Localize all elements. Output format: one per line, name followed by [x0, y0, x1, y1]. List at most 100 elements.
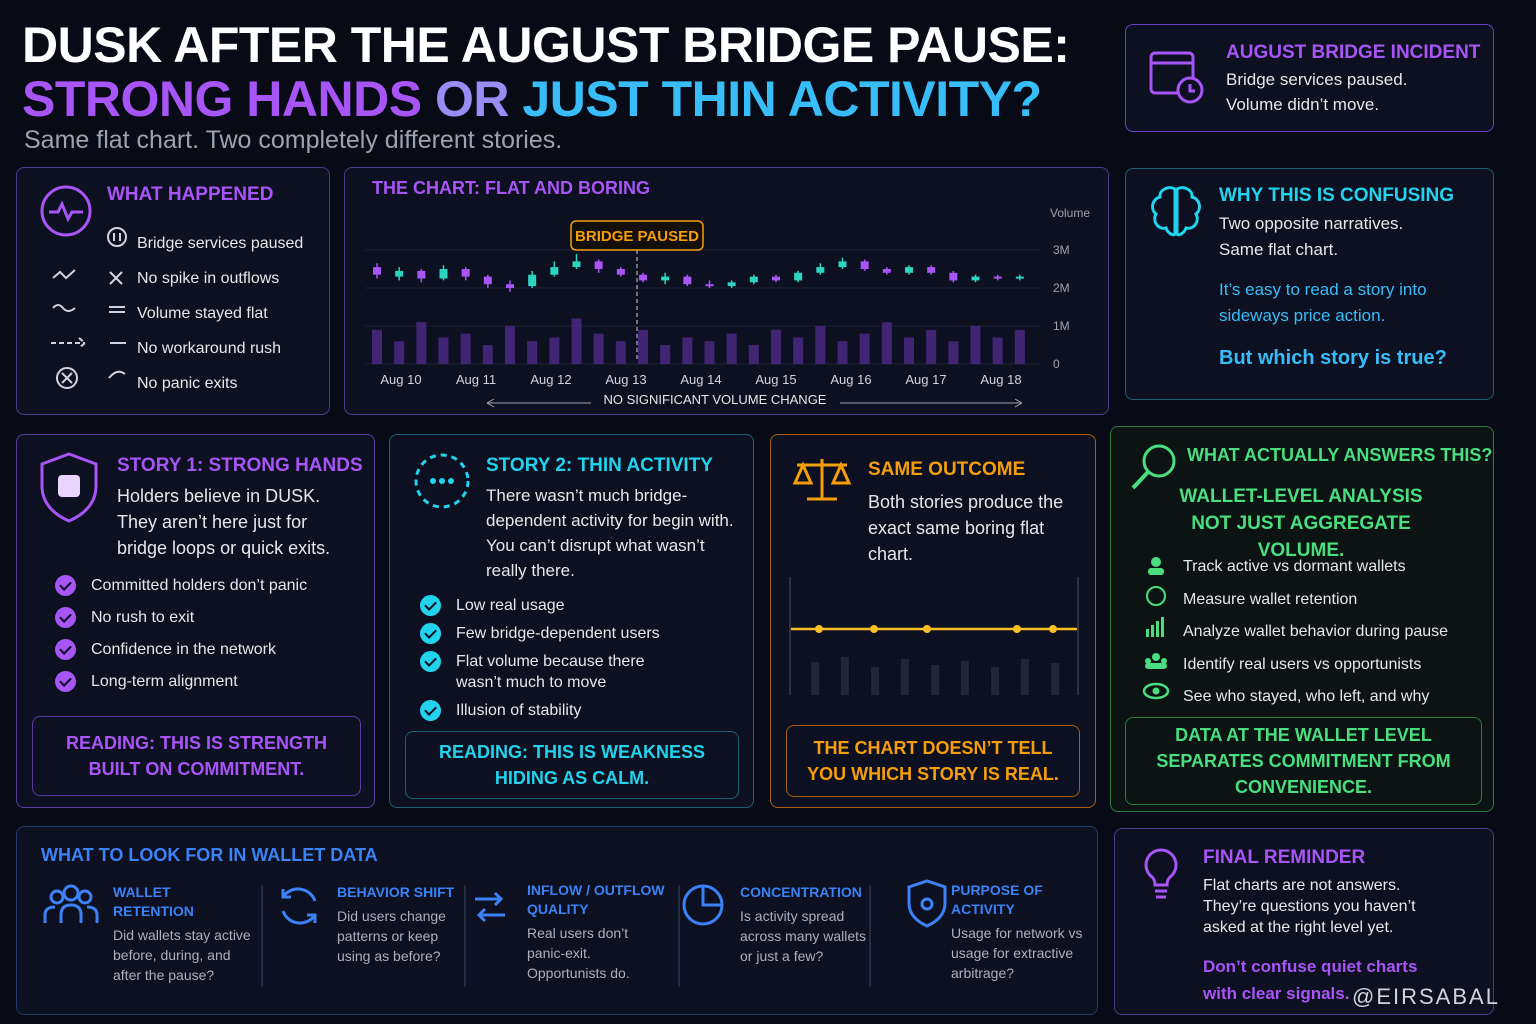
- bullet: Few bridge-dependent users: [420, 623, 680, 644]
- chart-panel: [344, 167, 1109, 415]
- scales-icon: [792, 459, 852, 501]
- incident-line: Volume didn’t move.: [1226, 95, 1380, 114]
- watermark: @EIRSABAL: [1352, 984, 1500, 1009]
- confusing-line: Two opposite narratives.: [1219, 214, 1404, 233]
- annotation-box: [570, 220, 704, 251]
- candle-body: [816, 267, 825, 273]
- reminder-highlight: Don’t confuse quiet charts with clear si…: [1203, 957, 1418, 1003]
- answers-panel: WHAT ACTUALLY ANSWERS THIS? WALLET-LEVEL…: [1110, 426, 1494, 812]
- candle-body: [993, 276, 1002, 279]
- volume-bar: [416, 322, 427, 364]
- title-line1: DUSK AFTER THE AUGUST BRIDGE PAUSE:: [22, 17, 1070, 73]
- volume-bar: [1014, 329, 1025, 364]
- bullet-text: No rush to exit: [91, 609, 195, 626]
- bulb-icon: [1144, 848, 1178, 899]
- dots-icon: [414, 453, 470, 509]
- candle-body: [483, 276, 492, 285]
- item: Volume stayed flat: [137, 305, 268, 322]
- brain-icon: [1151, 186, 1201, 237]
- candle-body: [705, 284, 714, 287]
- same-text: Both stories produce the exact same bori…: [868, 492, 1064, 564]
- y-tick-label: 1M: [1053, 319, 1070, 333]
- volume-bar: [793, 337, 804, 364]
- item: No panic exits: [137, 375, 238, 392]
- volume-bar: [682, 337, 693, 364]
- reminder-text: Flat charts are not answers. They’re que…: [1203, 877, 1416, 936]
- volume-bar: [771, 329, 781, 364]
- volume-bar: [593, 333, 604, 364]
- volume-bar: [948, 341, 959, 364]
- candle-body: [439, 269, 448, 279]
- what-happened-title: WHAT HAPPENED: [107, 184, 274, 205]
- item: Identify real users vs opportunists: [1183, 655, 1422, 673]
- same-title: SAME OUTCOME: [868, 459, 1026, 480]
- answers-callout: DATA AT THE WALLET LEVEL SEPARATES COMMI…: [1125, 717, 1482, 805]
- look-item-text: Did users change patterns or keep using …: [337, 908, 446, 964]
- confusing-question: But which story is true?: [1219, 347, 1447, 369]
- bullet: No rush to exit: [55, 607, 365, 628]
- item-icons: [51, 227, 127, 389]
- look-item: WALLET RETENTION Did wallets stay active …: [113, 883, 253, 985]
- bullet: Illusion of stability: [420, 700, 680, 721]
- reminder-title: FINAL REMINDER: [1203, 847, 1366, 868]
- title-part: STRONG HANDS: [22, 71, 422, 127]
- volume-bar: [815, 326, 826, 364]
- bullet: Long-term alignment: [55, 671, 365, 692]
- candle-body: [927, 267, 936, 273]
- candle-body: [1015, 276, 1024, 279]
- chart-footer: NO SIGNIFICANT VOLUME CHANGE: [604, 392, 827, 407]
- calendar-icon: [1149, 51, 1204, 104]
- magnifier-icon: [1131, 444, 1176, 490]
- volume-bar: [660, 345, 671, 364]
- story2-panel: STORY 2: THIN ACTIVITY There wasn’t much…: [389, 434, 754, 808]
- look-item-title: WALLET RETENTION: [113, 884, 194, 919]
- candle-body: [616, 269, 625, 275]
- volume-bar: [571, 318, 582, 364]
- look-icons: [43, 879, 947, 987]
- volume-bar: [438, 337, 449, 364]
- candle-body: [661, 276, 670, 281]
- bullet: Flat volume because there wasn’t much to…: [420, 651, 680, 693]
- answers-title: WHAT ACTUALLY ANSWERS THIS?: [1187, 445, 1493, 465]
- bullet: Committed holders don’t panic: [55, 575, 365, 596]
- candle-body: [594, 261, 603, 269]
- candle-body: [528, 274, 537, 287]
- volume-bar: [970, 326, 981, 364]
- bullet: Low real usage: [420, 595, 680, 616]
- volume-bar: [615, 341, 626, 364]
- story1-intro: Holders believe in DUSK. They aren’t her…: [117, 486, 331, 558]
- candle-body: [639, 274, 647, 281]
- look-item-text: Did wallets stay active before, during, …: [113, 927, 251, 983]
- look-item-text: Real users don’t panic-exit. Opportunist…: [527, 925, 630, 981]
- story1-panel: STORY 1: STRONG HANDS Holders believe in…: [16, 434, 375, 808]
- title-part: OR: [434, 71, 510, 127]
- volume-bar: [859, 333, 870, 364]
- y-tick-label: 0: [1053, 357, 1060, 371]
- look-item-title: CONCENTRATION: [740, 884, 862, 900]
- candle-body: [794, 272, 803, 281]
- answers-headline: WALLET-LEVEL ANALYSIS NOT JUST AGGREGATE…: [1179, 486, 1423, 561]
- candle-body: [417, 270, 426, 279]
- answers-icons: [1142, 557, 1170, 700]
- volume-bar: [372, 329, 382, 364]
- candle-body: [373, 267, 381, 275]
- candle-body: [727, 282, 736, 287]
- shield-icon: [40, 452, 98, 523]
- title-line2: STRONG HANDS OR JUST THIN ACTIVITY?: [22, 70, 1042, 128]
- look-panel: WHAT TO LOOK FOR IN WALLET DATA WALLET R…: [16, 826, 1098, 1015]
- look-item: INFLOW / OUTFLOW QUALITY Real users don’t…: [527, 881, 667, 983]
- y-tick-label: 3M: [1053, 243, 1070, 257]
- bullet-text: Committed holders don’t panic: [91, 577, 308, 594]
- volume-bar: [726, 333, 737, 364]
- volume-bar: [748, 345, 759, 364]
- bullet-text: Illusion of stability: [456, 702, 582, 719]
- annotation: BRIDGE PAUSED: [575, 228, 699, 245]
- item: No workaround rush: [137, 340, 282, 357]
- volume-bar: [926, 329, 937, 364]
- volume-bar: [992, 337, 1003, 364]
- bullet: Confidence in the network: [55, 639, 365, 660]
- footer-arrows: [486, 398, 1023, 408]
- bullet-text: Few bridge-dependent users: [456, 625, 660, 642]
